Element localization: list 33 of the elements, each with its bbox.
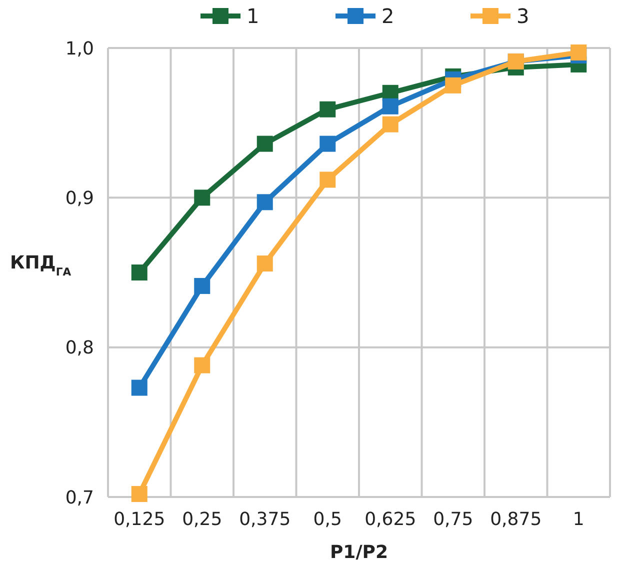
point bbox=[131, 380, 148, 396]
point bbox=[320, 101, 336, 118]
x-tick-label: 0,625 bbox=[364, 509, 416, 530]
point bbox=[320, 136, 336, 152]
x-tick-label: 0,375 bbox=[239, 509, 291, 530]
point bbox=[131, 264, 148, 280]
x-tick-label: 0,75 bbox=[433, 509, 474, 530]
x-tick-label: 0,125 bbox=[114, 509, 166, 530]
point bbox=[256, 136, 273, 152]
point bbox=[131, 486, 148, 502]
y-tick-label: 0,8 bbox=[65, 338, 94, 359]
point bbox=[194, 357, 210, 374]
point bbox=[256, 194, 273, 210]
y-tick-label: 0,7 bbox=[65, 487, 94, 508]
x-tick-label: 0,5 bbox=[313, 509, 342, 530]
point bbox=[570, 44, 587, 60]
y-tick-label: 0,9 bbox=[65, 188, 94, 209]
y-tick-label: 1,0 bbox=[65, 38, 94, 60]
y-axis-title: КПД$_{ГА}$ bbox=[10, 252, 72, 278]
point bbox=[256, 256, 273, 272]
x-axis-title: P1/P2 bbox=[330, 542, 388, 563]
point bbox=[382, 98, 398, 114]
x-tick-label: 0,25 bbox=[182, 509, 222, 530]
point bbox=[320, 172, 336, 188]
x-tick-label: 0,875 bbox=[490, 509, 542, 530]
legend-label: 2 bbox=[382, 4, 394, 28]
point bbox=[194, 278, 210, 294]
legend-label: 3 bbox=[516, 4, 530, 28]
point bbox=[194, 190, 210, 206]
point bbox=[445, 77, 462, 94]
point bbox=[382, 116, 398, 132]
x-tick-label: 1 bbox=[572, 509, 584, 530]
legend-label: 1 bbox=[246, 4, 260, 28]
